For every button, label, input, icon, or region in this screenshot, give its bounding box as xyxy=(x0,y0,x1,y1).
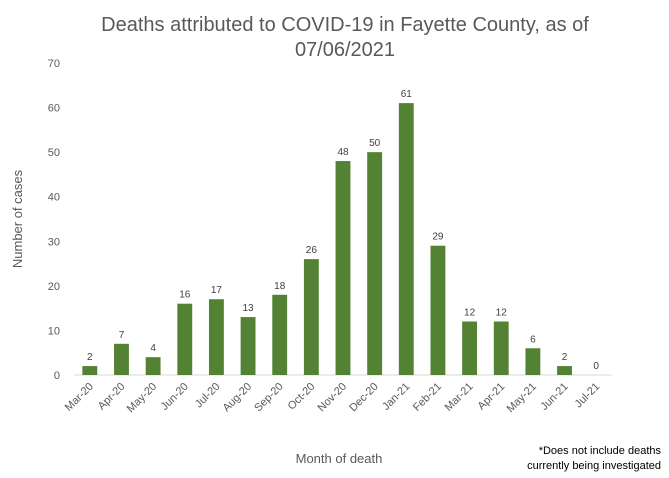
bar-may-21 xyxy=(525,348,541,375)
bar-dec-20 xyxy=(367,152,383,375)
x-tick-label: Apr-21 xyxy=(476,381,508,413)
x-tick-label: Sep-20 xyxy=(252,381,286,415)
y-tick-label: 0 xyxy=(54,370,60,382)
x-tick-label: Jun-21 xyxy=(538,381,570,413)
y-tick-label: 30 xyxy=(48,236,60,248)
bar-oct-20 xyxy=(303,259,319,375)
bar-feb-21 xyxy=(430,245,446,375)
y-tick-label: 50 xyxy=(48,147,60,159)
x-tick-label: May-21 xyxy=(505,381,539,415)
bar-may-20 xyxy=(145,357,161,375)
bar-sep-20 xyxy=(272,294,288,375)
data-label: 13 xyxy=(242,303,254,314)
y-tick-label: 70 xyxy=(48,58,60,70)
chart-title-line-1: Deaths attributed to COVID-19 in Fayette… xyxy=(101,14,589,36)
data-label: 18 xyxy=(274,281,286,292)
x-tick-label: Dec-20 xyxy=(347,381,381,415)
footnote-line-1: *Does not include deaths xyxy=(539,445,662,457)
x-tick-label: Nov-20 xyxy=(316,381,350,415)
x-tick-label: Jul-20 xyxy=(193,381,223,411)
data-label: 50 xyxy=(369,138,381,149)
data-label: 12 xyxy=(496,308,508,319)
bar-aug-20 xyxy=(240,317,256,375)
y-tick-label: 20 xyxy=(48,281,60,293)
x-tick-label: Mar-20 xyxy=(63,381,96,414)
data-label: 48 xyxy=(337,147,349,158)
x-tick-label: Jun-20 xyxy=(159,381,191,413)
bar-apr-21 xyxy=(493,321,509,375)
y-tick-label: 10 xyxy=(48,325,60,337)
x-tick-label: Aug-20 xyxy=(221,381,255,415)
x-tick-label: Mar-21 xyxy=(443,381,476,414)
data-label: 6 xyxy=(530,334,536,345)
data-label: 2 xyxy=(87,352,93,363)
y-axis-title: Number of cases xyxy=(10,169,25,268)
data-label: 16 xyxy=(179,290,191,301)
y-tick-label: 40 xyxy=(48,192,60,204)
data-label: 0 xyxy=(593,361,599,372)
data-label: 2 xyxy=(562,352,568,363)
data-label: 4 xyxy=(150,343,156,354)
data-labels-group: 2 7 4 16 17 13 18 26 48 50 61 29 12 12 6 2 0 xyxy=(87,89,599,372)
bar-jul-20 xyxy=(208,299,224,375)
bar-apr-20 xyxy=(114,343,129,375)
x-tick-label: Feb-21 xyxy=(411,381,444,414)
chart-title-line-2: 07/06/2021 xyxy=(295,39,395,61)
bar-jan-21 xyxy=(398,103,414,375)
x-tick-label: May-20 xyxy=(125,381,159,415)
x-axis-title: Month of death xyxy=(296,451,383,466)
x-tick-label: Oct-20 xyxy=(286,381,318,413)
bar-mar-21 xyxy=(462,321,478,375)
x-tick-label: Jan-21 xyxy=(380,381,412,413)
y-tick-label: 60 xyxy=(48,103,60,115)
data-label: 12 xyxy=(464,308,476,319)
footnote-line-2: currently being investigated xyxy=(527,460,661,472)
y-axis-ticks: 0 10 20 30 40 50 60 70 xyxy=(48,58,60,382)
x-tick-label: Jul-21 xyxy=(573,381,603,411)
bars-group xyxy=(82,103,572,375)
bar-nov-20 xyxy=(335,161,351,375)
data-label: 17 xyxy=(211,285,223,296)
data-label: 29 xyxy=(432,232,444,243)
data-label: 61 xyxy=(401,89,413,100)
data-label: 7 xyxy=(119,330,125,341)
bar-jun-20 xyxy=(177,303,193,375)
bar-jun-21 xyxy=(557,366,572,375)
data-label: 26 xyxy=(306,245,318,256)
bar-mar-20 xyxy=(82,366,98,375)
x-tick-label: Apr-20 xyxy=(96,381,128,413)
